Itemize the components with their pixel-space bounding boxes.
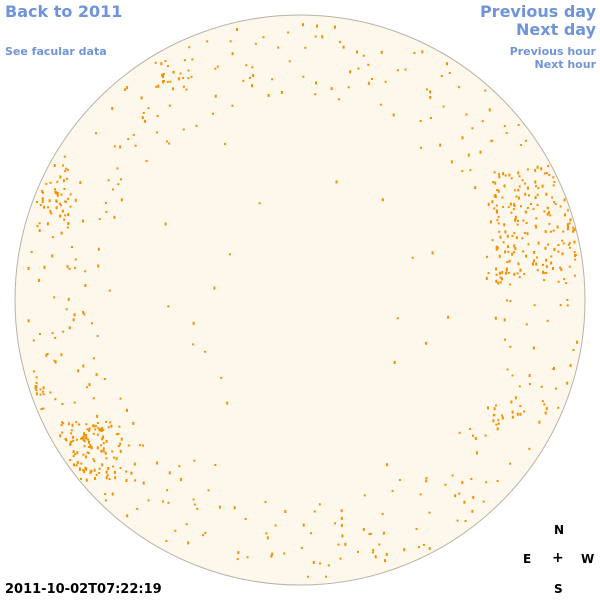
- back-to-year-link[interactable]: Back to 2011: [5, 2, 123, 21]
- compass-west-label: W: [581, 552, 595, 566]
- next-hour-link[interactable]: Next hour: [534, 58, 597, 71]
- observation-timestamp: 2011-10-02T07:22:19: [5, 582, 162, 597]
- previous-hour-link[interactable]: Previous hour: [509, 45, 596, 58]
- compass-south-label: S: [554, 582, 563, 596]
- compass-east-label: E: [523, 552, 532, 566]
- facular-features: [27, 23, 578, 578]
- see-facular-data-link[interactable]: See facular data: [5, 45, 107, 58]
- compass-north-label: N: [554, 523, 565, 537]
- previous-day-link[interactable]: Previous day: [479, 2, 596, 21]
- compass-center-marker: +: [552, 550, 564, 566]
- solar-disk: [14, 14, 586, 586]
- next-day-link[interactable]: Next day: [516, 20, 596, 39]
